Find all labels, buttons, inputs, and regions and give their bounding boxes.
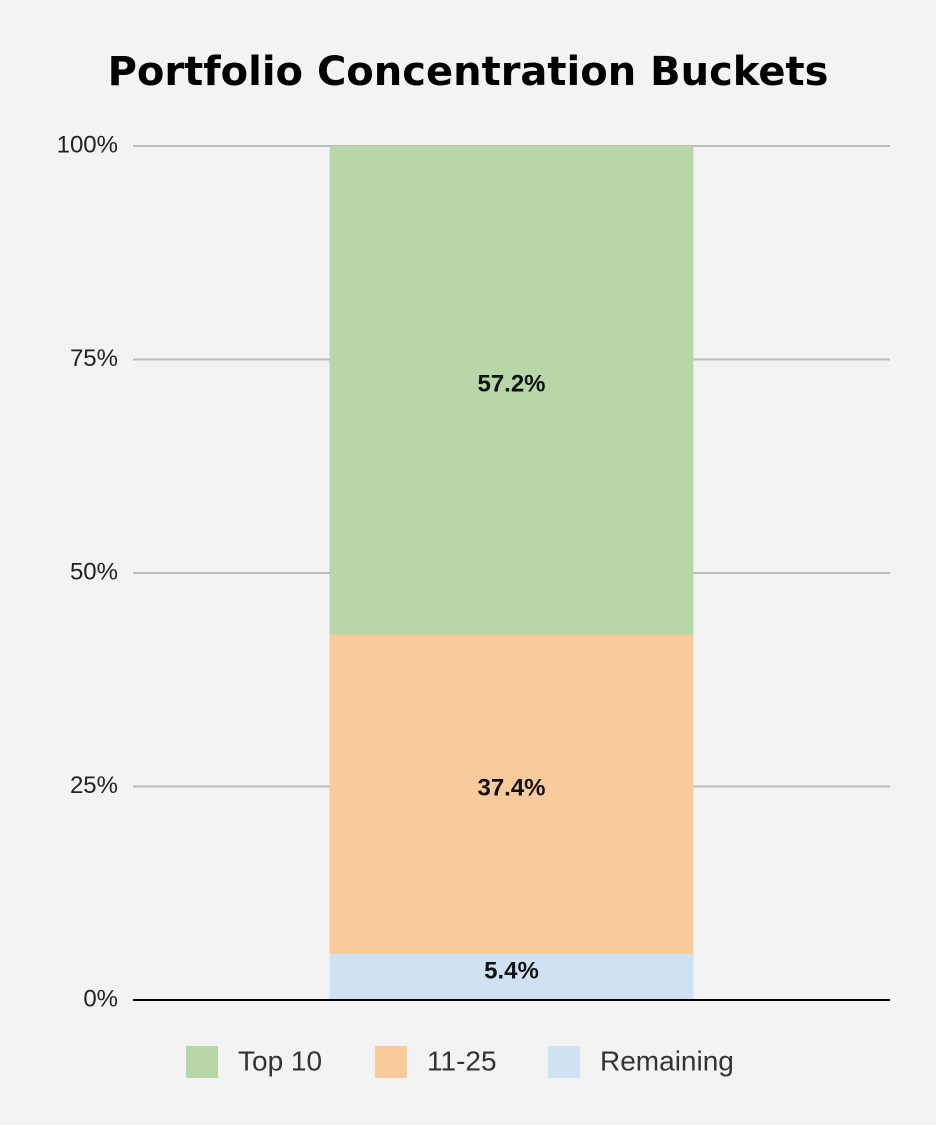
legend-label: Top 10 [238,1045,322,1076]
legend-label: Remaining [600,1045,734,1076]
legend-swatch [186,1046,218,1078]
y-tick-label: 25% [70,772,118,799]
value-label: 5.4% [484,957,539,984]
y-tick-label: 75% [70,345,118,372]
value-label: 37.4% [477,775,545,802]
bar-segment [329,146,694,635]
bar-segment [329,634,694,954]
legend-swatch [548,1046,580,1078]
value-label: 57.2% [477,371,545,398]
chart-title: Portfolio Concentration Buckets [108,49,829,95]
legend-label: 11-25 [427,1045,497,1076]
y-tick-label: 100% [57,131,118,158]
y-tick-label: 50% [70,558,118,585]
y-tick-label: 0% [83,985,118,1012]
bar-segment [329,953,694,1000]
legend-swatch [375,1046,407,1078]
